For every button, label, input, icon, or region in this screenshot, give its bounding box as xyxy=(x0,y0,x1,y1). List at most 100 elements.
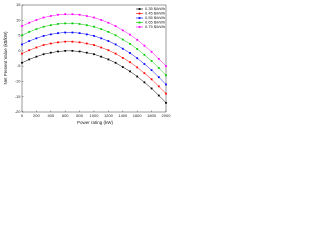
point xyxy=(107,40,110,42)
legend-label: 0.55 $/kWh xyxy=(145,15,165,20)
point xyxy=(28,21,31,24)
legend-marker xyxy=(138,21,141,24)
point xyxy=(57,23,59,25)
point xyxy=(136,75,139,78)
point xyxy=(129,70,131,73)
point xyxy=(129,33,131,36)
point xyxy=(114,34,117,37)
point xyxy=(71,40,74,43)
point xyxy=(71,49,74,52)
point xyxy=(114,43,117,46)
y-tick-label: -20 xyxy=(15,109,22,114)
point xyxy=(64,40,67,43)
point xyxy=(35,37,38,40)
y-tick-label: 0 xyxy=(18,48,21,53)
point xyxy=(49,42,52,45)
x-tick-label: 600 xyxy=(62,113,69,118)
point xyxy=(143,53,146,56)
point xyxy=(107,58,110,61)
point xyxy=(85,42,88,45)
point xyxy=(64,49,67,52)
point xyxy=(57,50,59,53)
point xyxy=(57,13,59,16)
point xyxy=(107,31,110,33)
point xyxy=(42,44,45,46)
point xyxy=(157,76,160,79)
x-tick-label: 200 xyxy=(33,113,40,118)
x-axis-title: Power rating (kW) xyxy=(77,120,114,125)
point xyxy=(157,67,160,69)
point xyxy=(42,53,45,56)
point xyxy=(150,60,153,62)
x-tick-label: 1200 xyxy=(104,113,114,118)
point xyxy=(35,46,38,49)
point xyxy=(165,83,167,86)
point xyxy=(21,34,23,37)
point xyxy=(165,101,167,104)
point xyxy=(150,69,153,72)
point xyxy=(78,13,81,16)
point xyxy=(85,51,88,54)
point xyxy=(28,58,31,61)
point xyxy=(114,25,117,27)
x-tick-label: 400 xyxy=(47,113,54,118)
point xyxy=(93,44,95,46)
point xyxy=(71,13,74,16)
legend-label: 0.45 $/kWh xyxy=(145,11,165,16)
point xyxy=(64,22,67,25)
point xyxy=(35,19,38,21)
point xyxy=(21,25,23,27)
point xyxy=(136,57,139,60)
y-tick-label: -5 xyxy=(17,63,21,68)
legend-label: 0.65 $/kWh xyxy=(145,20,165,25)
point xyxy=(143,44,146,47)
point xyxy=(49,51,52,54)
y-tick-label: 10 xyxy=(16,17,21,22)
legend-marker xyxy=(138,26,141,28)
point xyxy=(143,63,146,65)
point xyxy=(100,37,103,40)
point xyxy=(165,92,167,95)
y-tick-label: 15 xyxy=(16,2,21,7)
point xyxy=(157,57,160,60)
point xyxy=(78,41,81,44)
point xyxy=(93,53,95,56)
page: {"chart_data": {"type": "line", "x_label… xyxy=(0,0,171,128)
point xyxy=(71,22,74,25)
point xyxy=(21,52,23,55)
x-tick-label: 800 xyxy=(76,113,83,118)
point xyxy=(121,29,124,32)
point xyxy=(107,49,110,52)
point xyxy=(57,32,59,35)
y-tick-label: -15 xyxy=(15,94,22,99)
point xyxy=(136,38,139,41)
point xyxy=(42,16,45,19)
plot-area xyxy=(21,4,167,113)
legend-label: 0.75 $/kWh xyxy=(145,24,165,29)
point xyxy=(136,48,139,50)
legend-marker xyxy=(138,8,141,10)
point xyxy=(107,21,110,24)
point xyxy=(121,56,124,59)
point xyxy=(100,28,103,31)
point xyxy=(49,15,52,17)
legend-marker xyxy=(138,17,141,19)
point xyxy=(165,65,167,68)
point xyxy=(93,25,95,28)
point xyxy=(100,55,103,58)
point xyxy=(28,31,31,33)
x-tick-label: 1600 xyxy=(133,113,143,118)
point xyxy=(85,33,88,36)
point xyxy=(28,49,31,52)
point xyxy=(57,41,59,44)
chart: Power rating (kW) Net Present Value (k$/… xyxy=(3,2,171,125)
point xyxy=(129,52,131,54)
point xyxy=(150,50,153,53)
y-tick-label: -10 xyxy=(15,78,22,83)
x-tick-label: 2000 xyxy=(162,113,171,118)
x-tick-label: 0 xyxy=(21,113,24,118)
point xyxy=(143,81,146,84)
point xyxy=(121,66,124,68)
point xyxy=(85,15,88,17)
x-tick-label: 1400 xyxy=(118,113,128,118)
